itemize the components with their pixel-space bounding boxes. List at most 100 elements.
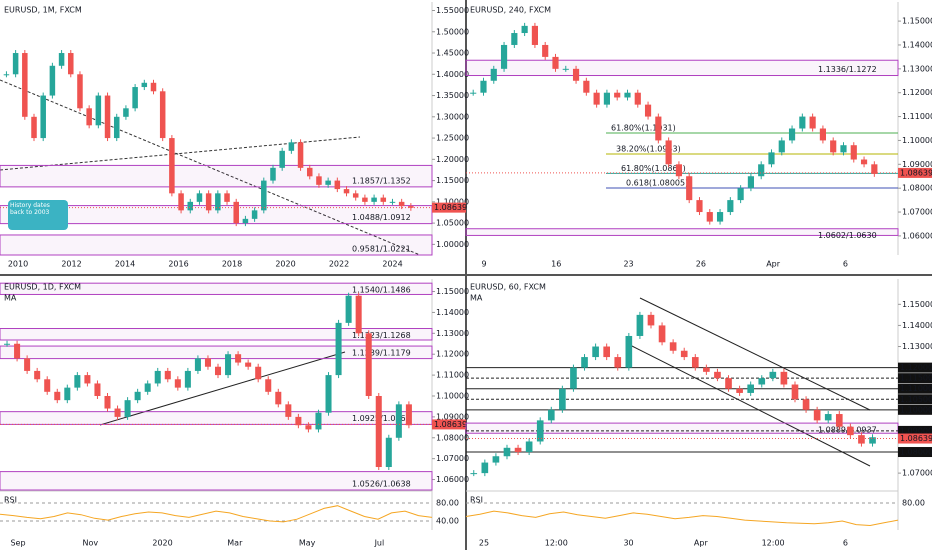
- level-tag: [898, 362, 932, 373]
- candle: [680, 350, 688, 358]
- candle: [603, 346, 610, 358]
- x-tick-label: 6: [843, 539, 848, 548]
- candle: [614, 92, 621, 98]
- candle: [124, 400, 131, 417]
- candle: [389, 201, 396, 203]
- x-tick-label: 25: [479, 539, 489, 548]
- candle: [104, 395, 111, 409]
- level-tag-label: 1.08000: [900, 448, 932, 457]
- zone-label: 0.9581/1.0221: [352, 245, 411, 254]
- candle: [830, 140, 837, 153]
- last-price-label: 1.08639: [434, 203, 467, 212]
- candle: [819, 128, 826, 141]
- candle: [215, 193, 221, 211]
- level-tag: [898, 383, 932, 394]
- candle: [150, 82, 157, 92]
- level-tag-label: 1.11000: [900, 384, 932, 393]
- candle: [375, 395, 382, 468]
- candle: [205, 193, 212, 211]
- candle: [123, 108, 129, 117]
- candle: [780, 371, 788, 385]
- candle: [727, 200, 734, 213]
- candle: [791, 384, 799, 400]
- y-tick-label: 1.25000: [436, 134, 469, 143]
- candle: [4, 343, 11, 345]
- candle: [675, 164, 682, 177]
- candle: [850, 145, 857, 160]
- candle: [669, 342, 677, 351]
- y-tick-label: 1.06000: [436, 475, 469, 484]
- x-tick-label: 23: [623, 260, 633, 269]
- candle: [12, 53, 19, 75]
- y-tick-label: 1.13000: [902, 342, 932, 351]
- candle: [306, 167, 313, 177]
- fib-label: 38.20%(1.0943): [616, 145, 681, 154]
- y-tick-label: 1.40000: [436, 70, 469, 79]
- candle: [251, 210, 258, 219]
- candle: [22, 53, 28, 117]
- candle: [531, 25, 538, 45]
- candle: [802, 399, 810, 410]
- candle: [49, 65, 56, 96]
- candle: [593, 92, 600, 105]
- candle: [270, 167, 276, 181]
- candle: [343, 189, 350, 194]
- candle: [405, 404, 412, 426]
- candle: [14, 343, 21, 359]
- candle: [634, 92, 641, 105]
- candle: [647, 314, 655, 326]
- candle: [768, 152, 775, 165]
- zone: [465, 228, 899, 236]
- candle: [184, 370, 191, 388]
- y-tick-label: 1.06000: [902, 231, 932, 240]
- candle: [68, 53, 74, 75]
- y-tick-label: 1.05000: [436, 219, 469, 228]
- ma-label: MA: [4, 294, 17, 303]
- x-tick-label: 26: [696, 260, 706, 269]
- candle: [297, 142, 304, 168]
- candle: [355, 295, 362, 334]
- x-tick-label: 2022: [329, 260, 349, 269]
- candle: [204, 358, 211, 367]
- candle: [778, 140, 785, 153]
- zone-label: 1.1857/1.1352: [352, 176, 411, 185]
- candle: [871, 164, 878, 174]
- candle: [706, 212, 713, 222]
- level-tag-label: 1.10000: [900, 405, 932, 414]
- candle: [24, 358, 31, 371]
- candle: [235, 354, 242, 363]
- y-tick-label: 1.12000: [902, 88, 932, 97]
- panel-title: EURUSD, 240, FXCM: [470, 6, 551, 15]
- level-tag-label: 1.10500: [900, 395, 932, 404]
- candle: [813, 409, 821, 421]
- x-tick-label: Nov: [82, 539, 98, 548]
- x-tick-label: 2024: [382, 260, 402, 269]
- x-tick-label: 2010: [8, 260, 28, 269]
- candle: [74, 375, 81, 388]
- fib-label: 61.80%(1.1031): [611, 124, 676, 133]
- candle: [603, 92, 610, 105]
- y-tick-label: 1.07000: [902, 469, 932, 478]
- x-tick-label: 2016: [168, 260, 188, 269]
- x-tick-label: 12:00: [762, 539, 785, 548]
- candle: [398, 201, 405, 207]
- candle: [562, 68, 569, 70]
- candle: [860, 159, 868, 165]
- candle: [225, 354, 232, 376]
- x-tick-label: Jul: [374, 539, 385, 548]
- candle: [503, 447, 511, 457]
- candle: [511, 33, 518, 45]
- candle: [686, 176, 693, 201]
- candle: [380, 197, 387, 202]
- candle: [279, 150, 285, 168]
- candle: [470, 92, 477, 94]
- rsi-line: [465, 510, 899, 527]
- candle: [365, 333, 372, 396]
- candle: [178, 193, 184, 211]
- rsi-tick-label: 80.00: [436, 499, 459, 508]
- y-tick-label: 1.08000: [436, 433, 469, 442]
- y-tick-label: 1.14000: [436, 308, 469, 317]
- x-tick-label: Sep: [10, 539, 25, 548]
- candle: [305, 425, 312, 430]
